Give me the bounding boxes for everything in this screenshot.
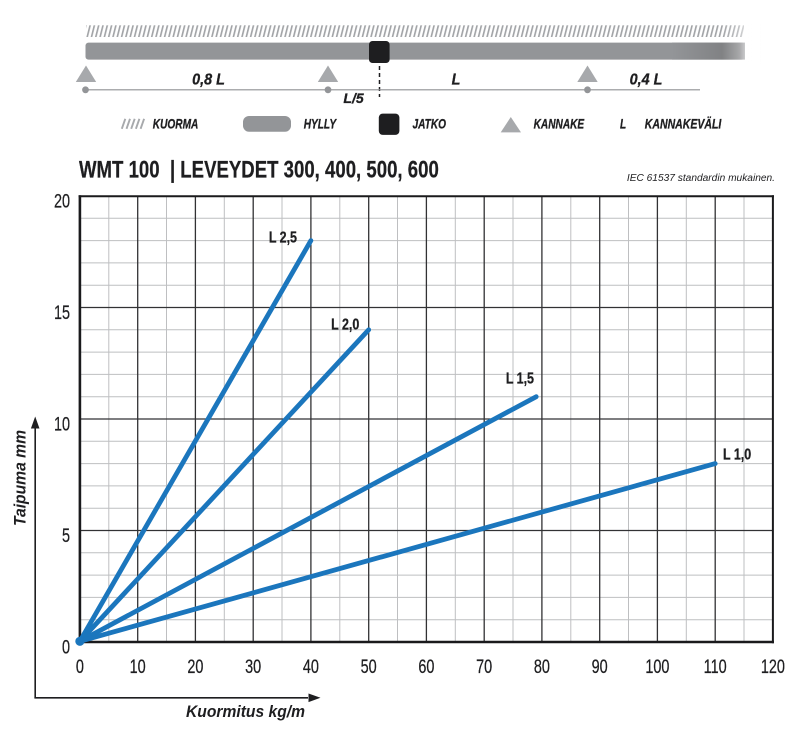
svg-text:60: 60: [418, 655, 434, 678]
svg-text:KANNAKEVÄLI: KANNAKEVÄLI: [645, 115, 722, 132]
svg-text:L 2,5: L 2,5: [269, 229, 297, 247]
svg-text:L 1,0: L 1,0: [723, 446, 751, 464]
svg-text:L/5: L/5: [343, 90, 363, 106]
svg-text:40: 40: [303, 655, 319, 678]
svg-text:0,4 L: 0,4 L: [630, 71, 663, 89]
svg-text:50: 50: [361, 655, 377, 678]
svg-text:KUORMA: KUORMA: [153, 116, 199, 132]
svg-text:0: 0: [62, 635, 70, 658]
svg-text:5: 5: [62, 524, 70, 547]
svg-text:0: 0: [76, 655, 84, 678]
svg-text:110: 110: [704, 655, 727, 678]
svg-text:15: 15: [54, 301, 70, 324]
svg-text:120: 120: [761, 655, 785, 678]
svg-text:JATKO: JATKO: [413, 116, 447, 132]
svg-text:Kuormitus kg/m: Kuormitus kg/m: [186, 702, 305, 721]
svg-text:WMT 100 | LEVEYDET 300, 400,: WMT 100 | LEVEYDET 300, 400, 500, 600: [79, 156, 439, 183]
svg-text:90: 90: [592, 655, 608, 678]
svg-text:KANNAKE: KANNAKE: [534, 116, 585, 132]
svg-text:30: 30: [245, 655, 261, 678]
svg-text:L: L: [620, 116, 626, 132]
svg-text:L 2,0: L 2,0: [331, 316, 359, 334]
svg-text:10: 10: [54, 412, 70, 435]
svg-text:IEC 61537 standardin mukainen.: IEC 61537 standardin mukainen.: [627, 173, 775, 184]
svg-text:70: 70: [476, 655, 492, 678]
svg-text:HYLLY: HYLLY: [304, 116, 337, 132]
svg-text:0,8 L: 0,8 L: [192, 71, 225, 89]
svg-text:L 1,5: L 1,5: [506, 370, 534, 388]
svg-text:80: 80: [534, 655, 550, 678]
svg-text:L: L: [452, 71, 461, 89]
svg-text:100: 100: [645, 655, 669, 678]
svg-text:10: 10: [130, 655, 146, 678]
svg-text:Taipuma mm: Taipuma mm: [11, 430, 29, 526]
svg-text:20: 20: [187, 655, 203, 678]
svg-text:20: 20: [54, 189, 70, 212]
